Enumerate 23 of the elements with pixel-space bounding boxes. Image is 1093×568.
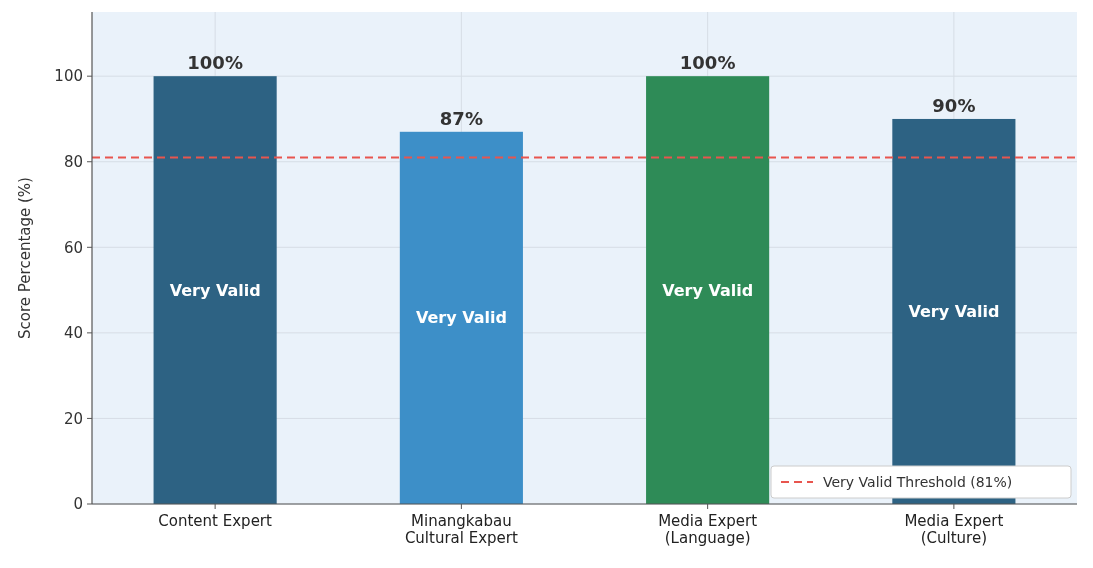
data-label: 90% <box>932 94 976 116</box>
y-tick-label: 100 <box>54 67 83 86</box>
x-tick-label: Media Expert (Language) <box>658 512 758 547</box>
annotation: Very Valid <box>415 308 507 328</box>
y-axis-title: Score Percentage (%) <box>16 177 34 339</box>
annotation: Very Valid <box>908 302 1000 322</box>
y-tick-label: 0 <box>73 495 83 514</box>
annotation: Very Valid <box>662 280 754 300</box>
legend-label: Very Valid Threshold (81%) <box>823 473 1013 490</box>
data-label: 100% <box>679 52 736 74</box>
bar <box>399 131 523 504</box>
y-tick-label: 20 <box>63 409 83 428</box>
y-tick-label: 60 <box>63 238 83 257</box>
data-label: 100% <box>187 52 243 74</box>
bar <box>153 76 277 504</box>
annotation: Very Valid <box>169 280 261 300</box>
x-tick-label: Media Expert (Culture) <box>904 512 1004 547</box>
y-tick-label: 80 <box>63 152 83 171</box>
data-label: 87% <box>439 107 483 129</box>
y-tick-label: 40 <box>63 324 83 343</box>
bar <box>646 76 770 504</box>
x-tick-label: Content Expert <box>158 512 273 530</box>
x-tick-label: Minangkabau Cultural Expert <box>404 512 518 547</box>
